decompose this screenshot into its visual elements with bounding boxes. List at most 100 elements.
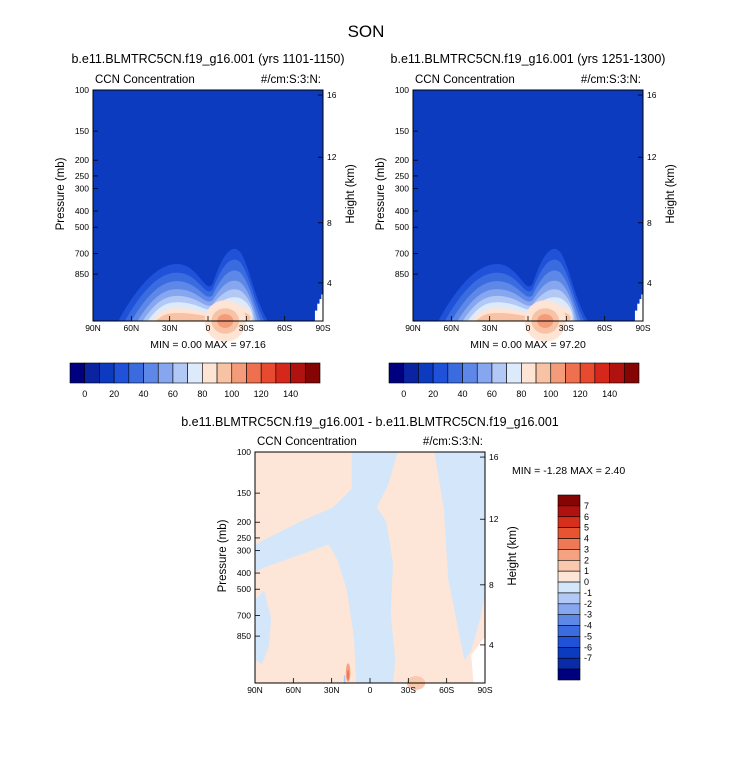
colorbar-box	[202, 362, 218, 384]
colorbar-label: 120	[573, 389, 588, 399]
colorbar-box	[557, 505, 581, 518]
x-tick-label: 60N	[286, 685, 302, 695]
colorbar-box	[246, 362, 262, 384]
contour-fill	[255, 590, 272, 665]
colorbar-label: 60	[168, 389, 178, 399]
missing-data	[471, 636, 485, 683]
missing-data	[634, 310, 638, 321]
contour-fill	[255, 452, 398, 683]
min-max-text: MIN = 0.00 MAX = 97.16	[150, 339, 266, 351]
y-tick-label: 200	[237, 517, 251, 527]
colorbar-label: 3	[584, 544, 589, 554]
y-tick-label: 700	[75, 249, 89, 259]
missing-data	[637, 303, 641, 321]
missing-data	[639, 299, 643, 321]
colorbar-box	[557, 570, 581, 583]
y-tick-label: 250	[395, 171, 409, 181]
x-tick-label: 60S	[439, 685, 454, 695]
right-tick-label: 8	[327, 218, 332, 228]
colorbar-box	[388, 362, 405, 384]
right-tick-label: 12	[647, 152, 657, 162]
colorbar-box	[557, 636, 581, 648]
right-tick-label: 8	[647, 218, 652, 228]
colorbar-box	[557, 625, 581, 637]
y-tick-label: 200	[75, 155, 89, 165]
y-tick-label: 850	[395, 269, 409, 279]
y-tick-label: 150	[237, 488, 251, 498]
contour-fill	[93, 90, 323, 321]
x-tick-label: 30N	[162, 323, 178, 333]
x-tick-label: 60S	[277, 323, 292, 333]
min-max-text: MIN = 0.00 MAX = 97.20	[470, 339, 586, 351]
colorbar-box	[260, 362, 277, 384]
right-tick-label: 8	[489, 580, 494, 590]
colorbar-label: 5	[584, 523, 589, 533]
y-axis-label: Pressure (mb)	[55, 157, 67, 230]
colorbar-label: 40	[458, 389, 468, 399]
y-axis-label: Pressure (mb)	[217, 519, 229, 592]
contour-fill	[434, 452, 485, 660]
y-tick-label: 100	[75, 85, 89, 95]
right-string: #/cm:S:3:N:	[581, 74, 641, 86]
y-tick-label: 100	[237, 447, 251, 457]
colorbar-box	[172, 362, 188, 384]
plot-frame	[412, 89, 644, 322]
missing-data	[317, 303, 321, 321]
colorbar-label: 0	[401, 389, 406, 399]
right-tick-label: 12	[327, 152, 337, 162]
x-tick-label: 30N	[324, 685, 340, 695]
colorbar-box	[128, 362, 144, 384]
colorbar-box	[557, 592, 581, 605]
right-string: #/cm:S:3:N:	[261, 74, 321, 86]
colorbar-label: -5	[584, 631, 592, 641]
left-string: CCN Concentration	[415, 74, 515, 86]
colorbar-label: 1	[584, 566, 589, 576]
plot-frame	[254, 451, 486, 684]
colorbar-box	[99, 362, 115, 384]
colorbar-box	[623, 362, 640, 384]
right-tick-label: 12	[489, 514, 499, 524]
colorbar-box	[557, 581, 581, 594]
y-tick-label: 850	[237, 631, 251, 641]
colorbar-label: 20	[109, 389, 119, 399]
colorbar-box	[557, 538, 581, 550]
y-axis-label: Pressure (mb)	[375, 157, 387, 230]
right-tick-label: 4	[647, 278, 652, 288]
y-tick-label: 250	[237, 533, 251, 543]
colorbar-box	[565, 362, 581, 384]
colorbar-label: 40	[139, 389, 149, 399]
y-tick-label: 700	[395, 249, 409, 259]
colorbar-label: -7	[584, 653, 592, 663]
x-tick-label: 60N	[444, 323, 460, 333]
colorbar: 0 20 40 60 80 100 120 140	[388, 362, 640, 399]
x-tick-label: 0	[526, 323, 531, 333]
colorbar-box	[491, 362, 507, 384]
figure-title: SON	[348, 22, 385, 41]
colorbar-box	[143, 362, 159, 384]
y-tick-label: 500	[237, 584, 251, 594]
x-tick-label: 60S	[597, 323, 612, 333]
colorbar-box	[462, 362, 478, 384]
colorbar-box	[557, 494, 581, 507]
colorbar-box	[557, 668, 581, 681]
x-tick-label: 60N	[124, 323, 140, 333]
y-tick-label: 700	[237, 611, 251, 621]
y-tick-label: 250	[75, 171, 89, 181]
colorbar-label: 20	[428, 389, 438, 399]
colorbar-box	[506, 362, 522, 384]
right-string: #/cm:S:3:N:	[423, 436, 483, 448]
colorbar-label: 4	[584, 534, 589, 544]
colorbar-box	[521, 362, 537, 384]
colorbar-box	[557, 614, 581, 626]
colorbar-box	[535, 362, 552, 384]
y-tick-label: 150	[395, 126, 409, 136]
colorbar-label: -1	[584, 588, 592, 598]
contour-fill	[413, 90, 643, 321]
y-tick-label: 500	[75, 222, 89, 232]
contour-fill	[343, 674, 346, 685]
colorbar-box	[557, 603, 581, 616]
colorbar-label: 140	[283, 389, 298, 399]
x-tick-label: 30S	[559, 323, 574, 333]
